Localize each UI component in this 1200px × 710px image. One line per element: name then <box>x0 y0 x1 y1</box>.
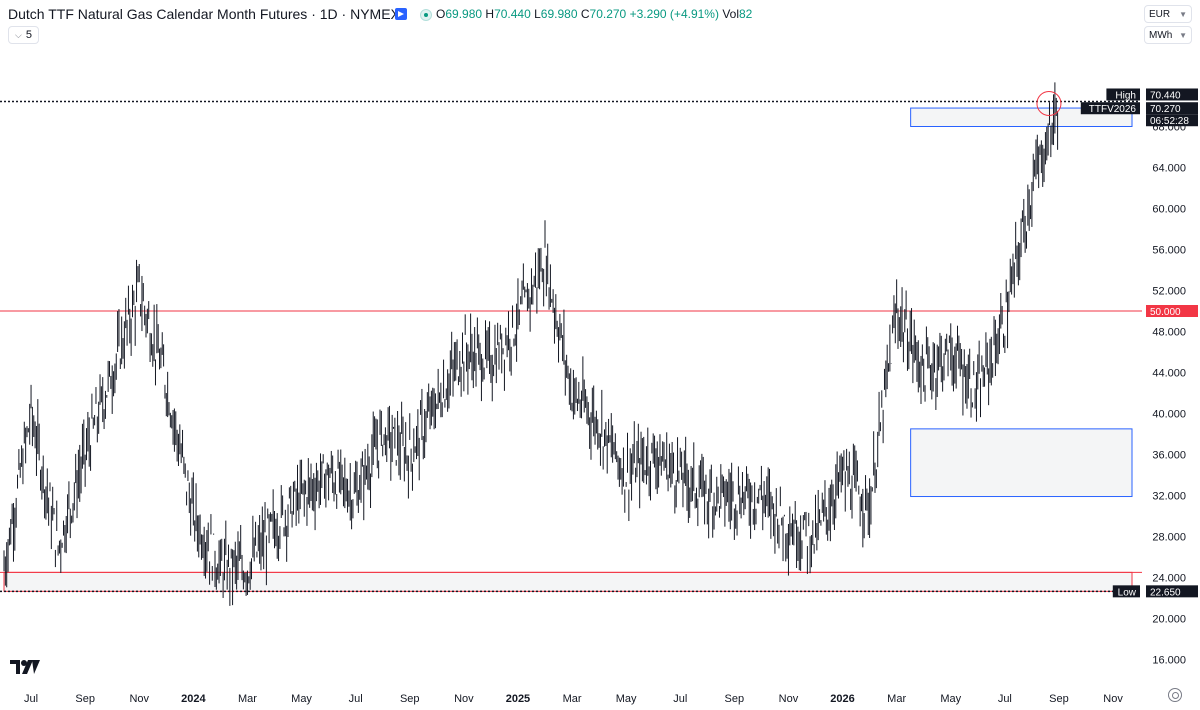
chevron-down-icon: ▼ <box>1179 31 1187 40</box>
price-tag-label: TTFV2026 <box>1089 104 1137 115</box>
price-label-value: 50.000 <box>1150 307 1181 318</box>
y-tick-label: 60.000 <box>1152 204 1186 216</box>
candles <box>3 82 1059 606</box>
market-status-icon[interactable] <box>420 9 432 21</box>
x-tick-label: May <box>940 693 961 705</box>
x-tick-label: Jul <box>673 693 687 705</box>
x-tick-label: 2025 <box>506 693 530 705</box>
ohlc-legend: O69.980 H70.440 L69.980 C70.270 +3.290 (… <box>436 7 753 21</box>
x-tick-label: May <box>616 693 637 705</box>
open-value: 69.980 <box>445 7 483 21</box>
x-tick-label: 2026 <box>830 693 854 705</box>
price-label-box <box>1146 88 1198 101</box>
volume-value: 82 <box>739 7 753 21</box>
unit-select[interactable]: MWh ▼ <box>1144 26 1192 44</box>
price-tag-box <box>1080 102 1140 115</box>
x-tick-label: Sep <box>400 693 420 705</box>
y-tick-label: 40.000 <box>1152 409 1186 421</box>
x-tick-label: Nov <box>1103 693 1123 705</box>
chart-header: Dutch TTF Natural Gas Calendar Month Fut… <box>0 0 1140 50</box>
x-tick-label: Sep <box>75 693 95 705</box>
x-tick-label: Nov <box>779 693 799 705</box>
y-tick-label: 32.000 <box>1152 491 1186 503</box>
y-tick-label: 36.000 <box>1152 450 1186 462</box>
zone-box <box>910 428 1133 498</box>
y-tick-label: 56.000 <box>1152 245 1186 257</box>
tradingview-logo-icon <box>10 660 40 674</box>
y-tick-label: 16.000 <box>1152 655 1186 667</box>
x-tick-label: Mar <box>887 693 906 705</box>
change-value: +3.290 (+4.91%) <box>629 7 719 21</box>
price-label-box <box>1146 102 1198 115</box>
zone-box <box>3 571 1133 592</box>
price-tag-box <box>1112 585 1140 598</box>
x-tick-label: Jul <box>998 693 1012 705</box>
price-label-value: 22.650 <box>1150 587 1181 598</box>
settings-gear-icon[interactable] <box>1168 688 1182 702</box>
x-tick-label: May <box>291 693 312 705</box>
high-value: 70.440 <box>494 7 531 21</box>
chevron-down-icon: ▼ <box>1179 10 1187 19</box>
symbol-title[interactable]: Dutch TTF Natural Gas Calendar Month Fut… <box>8 6 400 22</box>
flag-icon[interactable] <box>395 8 407 20</box>
x-tick-label: 2024 <box>181 693 206 705</box>
y-tick-label: 28.000 <box>1152 532 1186 544</box>
chevron-down-icon: ⌵ <box>15 30 22 40</box>
price-label-box <box>1146 585 1198 598</box>
x-tick-label: Nov <box>454 693 474 705</box>
x-tick-label: Jul <box>24 693 38 705</box>
x-tick-label: Mar <box>563 693 582 705</box>
low-value: 69.980 <box>540 7 578 21</box>
currency-select[interactable]: EUR ▼ <box>1144 5 1192 23</box>
zone-box <box>910 107 1133 128</box>
y-tick-label: 44.000 <box>1152 368 1186 380</box>
price-label-box <box>1146 305 1198 317</box>
x-tick-label: Sep <box>725 693 745 705</box>
x-tick-label: Jul <box>349 693 363 705</box>
price-label-box <box>1146 114 1198 127</box>
x-tick-label: Mar <box>238 693 257 705</box>
close-value: 70.270 <box>589 7 627 21</box>
price-tag-box <box>1106 88 1140 101</box>
y-tick-label: 20.000 <box>1152 614 1186 626</box>
y-tick-label: 52.000 <box>1152 286 1186 298</box>
indicator-toggle-button[interactable]: ⌵ 5 <box>8 26 39 44</box>
y-tick-label: 48.000 <box>1152 327 1186 339</box>
x-tick-label: Nov <box>129 693 149 705</box>
price-label-value: 70.270 <box>1150 104 1181 115</box>
price-tag-label: High <box>1115 90 1136 101</box>
price-label-value: 06:52:28 <box>1150 116 1189 127</box>
price-label-value: 70.440 <box>1150 90 1181 101</box>
y-tick-label: 24.000 <box>1152 573 1186 585</box>
price-tag-label: Low <box>1118 587 1137 598</box>
x-tick-label: Sep <box>1049 693 1069 705</box>
y-tick-label: 64.000 <box>1152 163 1186 175</box>
indicator-count: 5 <box>25 29 32 41</box>
marker-circle <box>1036 90 1062 116</box>
